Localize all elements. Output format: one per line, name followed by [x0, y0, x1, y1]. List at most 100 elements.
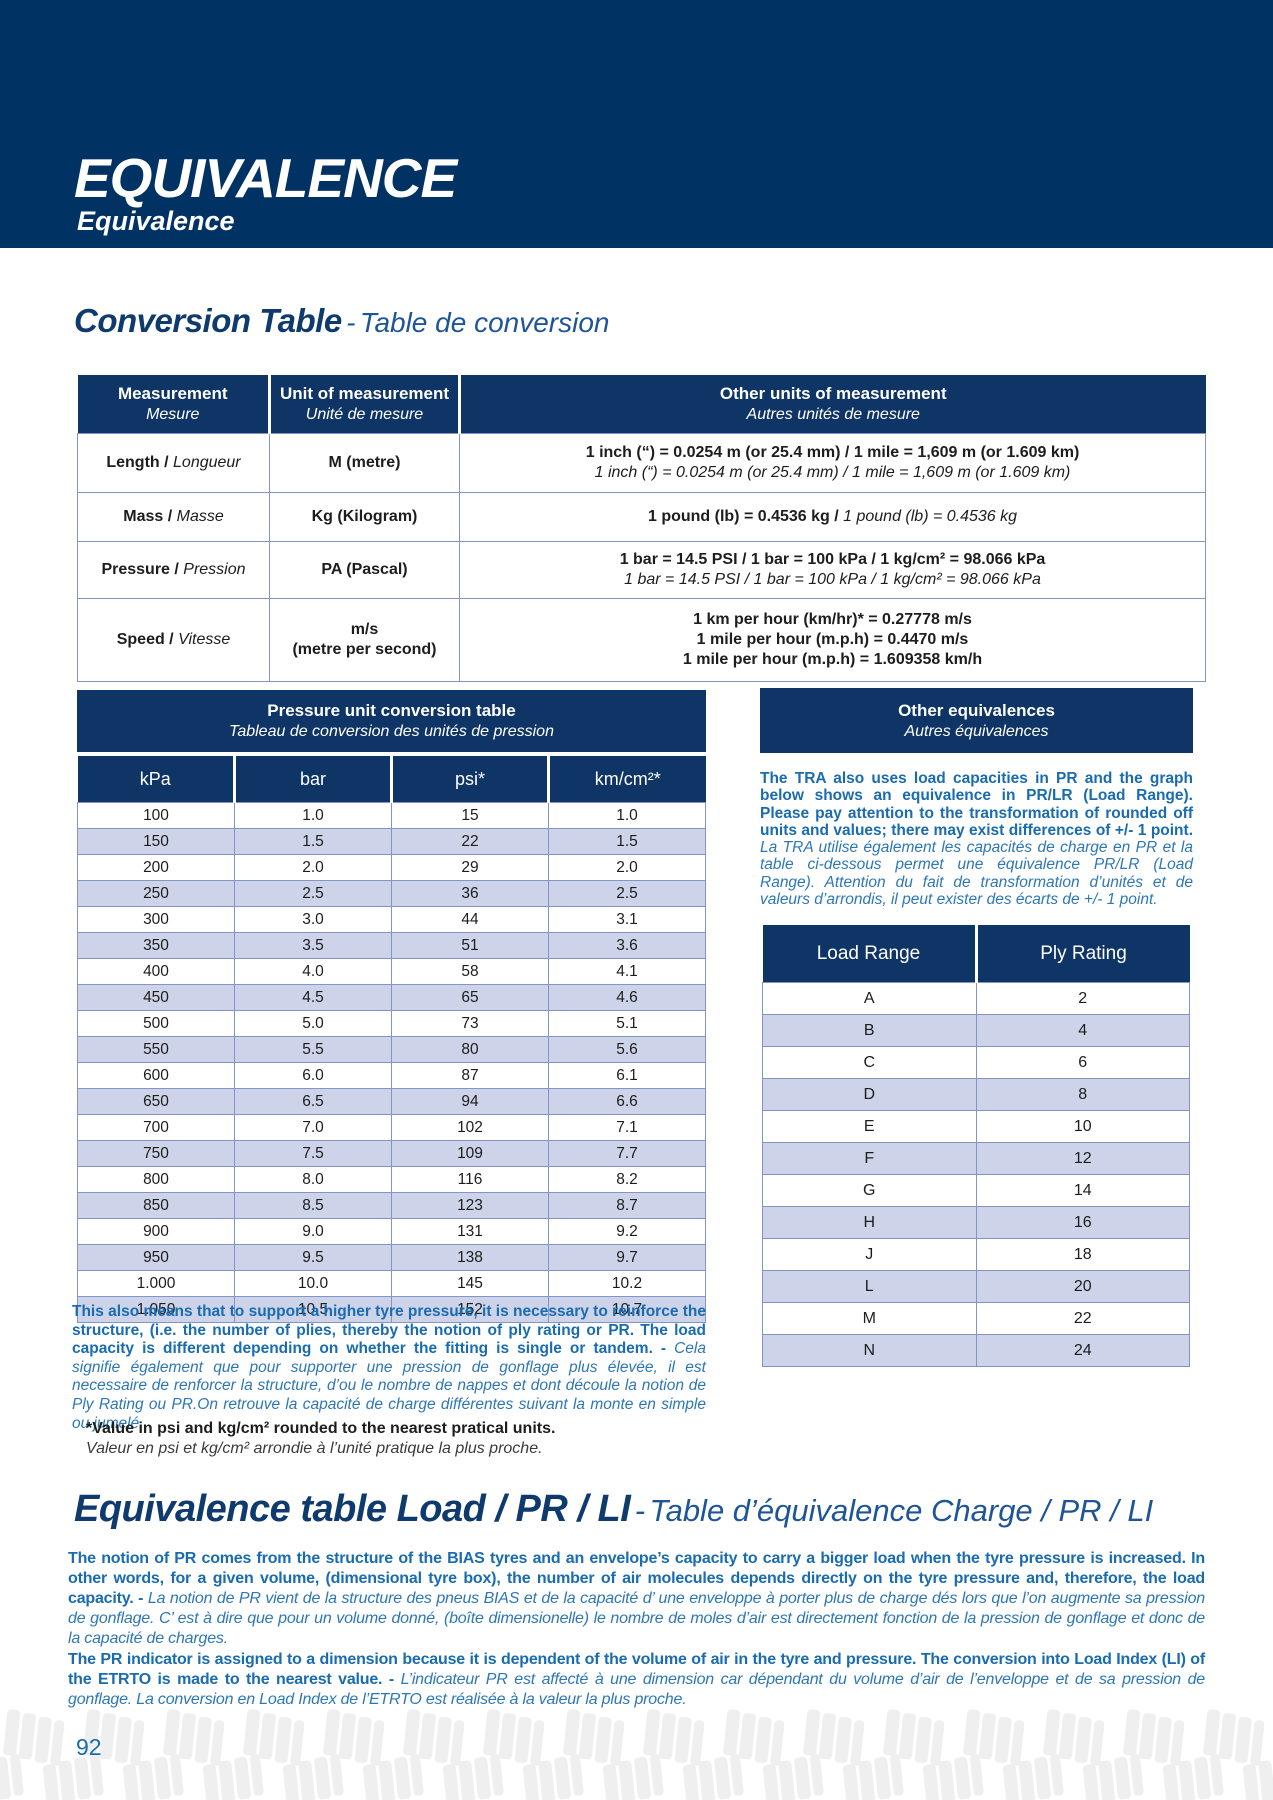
table-cell: 350 [77, 932, 235, 959]
table-cell: 200 [77, 854, 235, 881]
table-row: 1.050 10.5 152 10.7 [77, 1296, 706, 1323]
table-cell: PA (Pascal) [269, 541, 460, 599]
table-cell: 6 [975, 1046, 1190, 1079]
table-cell: 1.0 [548, 802, 706, 829]
table-cell: 9.5 [234, 1244, 392, 1271]
table-row: J 18 [762, 1238, 1190, 1271]
table-cell: 1 bar = 14.5 PSI / 1 bar = 100 kPa / 1 k… [459, 541, 1206, 599]
table-header-row: kPa bar psi* km/cm²* [77, 756, 706, 803]
table-row: 300 3.0 44 3.1 [77, 906, 706, 933]
table-cell: 9.7 [548, 1244, 706, 1271]
table-cell: 1.5 [548, 828, 706, 855]
table-cell: 700 [77, 1114, 235, 1141]
table-cell: 10 [975, 1110, 1190, 1143]
table-cell: 4.1 [548, 958, 706, 985]
table-cell: C [762, 1046, 977, 1079]
pr-notion-english: The notion of PR comes from the structur… [68, 1550, 1205, 1607]
table-cell: 2.5 [234, 880, 392, 907]
table-cell: H [762, 1206, 977, 1239]
table-cell: 1.0 [234, 802, 392, 829]
table-cell: 550 [77, 1036, 235, 1063]
table-cell: 2.0 [234, 854, 392, 881]
table-header-row: Measurement Mesure Unit of measurement Unit… [77, 375, 1206, 434]
table-cell: M [762, 1302, 977, 1335]
table-cell: 900 [77, 1218, 235, 1245]
column-header: km/cm²* [547, 756, 706, 803]
table-cell: m/s (metre per second) [269, 598, 460, 682]
table-cell: 65 [391, 984, 549, 1011]
table-cell: 7.0 [234, 1114, 392, 1141]
table-cell: 950 [77, 1244, 235, 1271]
table-cell: N [762, 1334, 977, 1367]
table-cell: 1.5 [234, 828, 392, 855]
table-cell: 2.0 [548, 854, 706, 881]
table-row: Speed / Vitesse m/s (metre per second) 1 km… [77, 598, 1206, 682]
pr-indicator-english: The PR indicator is assigned to a dimens… [68, 1651, 1205, 1688]
table-cell: 10.5 [234, 1296, 392, 1323]
section-title-separator: - [634, 1493, 646, 1528]
table-cell: 10.7 [548, 1296, 706, 1323]
table-cell: 29 [391, 854, 549, 881]
table-cell: B [762, 1014, 977, 1047]
table-cell: 51 [391, 932, 549, 959]
table-cell: 44 [391, 906, 549, 933]
table-row: 750 7.5 109 7.7 [77, 1140, 706, 1167]
table-cell: 6.5 [234, 1088, 392, 1115]
page-subtitle: Equivalence [77, 206, 235, 236]
section-subtitle: Table de conversion [359, 307, 610, 338]
table-cell: 9.0 [234, 1218, 392, 1245]
table-cell: 7.1 [548, 1114, 706, 1141]
table-cell: 3.1 [548, 906, 706, 933]
table-cell: 750 [77, 1140, 235, 1167]
table-row: 550 5.5 80 5.6 [77, 1036, 706, 1063]
table-row: 450 4.5 65 4.6 [77, 984, 706, 1011]
table-cell: 450 [77, 984, 235, 1011]
footnote-french: Valeur en psi et kg/cm² arrondie à l’uni… [86, 1439, 543, 1457]
table-cell: J [762, 1238, 977, 1271]
table-cell: 152 [391, 1296, 549, 1323]
table-row: 100 1.0 15 1.0 [77, 802, 706, 829]
table-row: L 20 [762, 1270, 1190, 1303]
column-header: bar [233, 756, 392, 803]
table-cell: 250 [77, 880, 235, 907]
table-header-row: Load Range Ply Rating [762, 925, 1190, 983]
table-row: G 14 [762, 1174, 1190, 1207]
table-cell: 8.7 [548, 1192, 706, 1219]
table-cell: 6.1 [548, 1062, 706, 1089]
table-cell: 650 [77, 1088, 235, 1115]
page-title: EQUIVALENCE [74, 147, 457, 209]
table-cell: 22 [391, 828, 549, 855]
table-row: 950 9.5 138 9.7 [77, 1244, 706, 1271]
note-french: Cela signifie également que pour support… [72, 1340, 706, 1432]
table-row: Mass / Masse Kg (Kilogram) 1 pound (lb) = … [77, 492, 1206, 542]
other-equivalences-subtitle: Autres équivalences [904, 722, 1049, 740]
table-cell: 1.000 [77, 1270, 235, 1297]
table-cell: 3.5 [234, 932, 392, 959]
table-row: 650 6.5 94 6.6 [77, 1088, 706, 1115]
table-row: 500 5.0 73 5.1 [77, 1010, 706, 1037]
table-row: 800 8.0 116 8.2 [77, 1166, 706, 1193]
pr-indicator-paragraph: The PR indicator is assigned to a dimens… [68, 1650, 1205, 1710]
table-cell: 4.5 [234, 984, 392, 1011]
table-cell: F [762, 1142, 977, 1175]
tra-paragraph-english: The TRA also uses load capacities in PR … [760, 770, 1193, 839]
table-cell: 73 [391, 1010, 549, 1037]
table-row: N 24 [762, 1334, 1190, 1367]
table-cell: 400 [77, 958, 235, 985]
table-cell: 8.0 [234, 1166, 392, 1193]
table-cell: 109 [391, 1140, 549, 1167]
table-row: 400 4.0 58 4.1 [77, 958, 706, 985]
pr-indicator-french: L’indicateur PR est affecté à une dimens… [68, 1671, 1205, 1708]
table-cell: 500 [77, 1010, 235, 1037]
table-cell: 87 [391, 1062, 549, 1089]
table-cell: 1 km per hour (km/hr)* = 0.27778 m/s 1 mi… [459, 598, 1206, 682]
table-cell: 10.0 [234, 1270, 392, 1297]
table-row: 350 3.5 51 3.6 [77, 932, 706, 959]
table-row: 900 9.0 131 9.2 [77, 1218, 706, 1245]
table-row: 1.000 10.0 145 10.2 [77, 1270, 706, 1297]
section-subtitle: Table d’équivalence Charge / PR / LI [649, 1493, 1154, 1528]
table-row: H 16 [762, 1206, 1190, 1239]
table-cell: 8.2 [548, 1166, 706, 1193]
